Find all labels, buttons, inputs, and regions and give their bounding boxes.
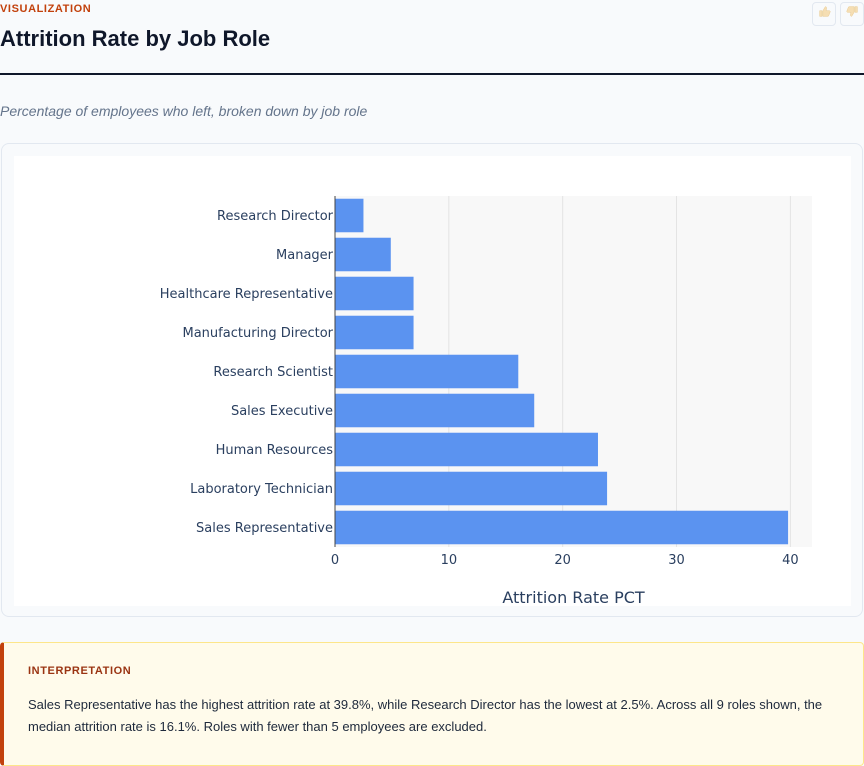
chart-area: Research Director Manager Healthcare Repre… [14,156,851,606]
bar [335,198,364,233]
category-label: Healthcare Representative [160,287,333,302]
thumbs-down-icon [846,5,859,23]
thumbs-up-icon [818,5,831,23]
x-tick-label: 30 [668,553,685,568]
interpretation-text: Sales Representative has the highest att… [28,697,823,734]
x-tick-label: 10 [441,553,458,568]
chart-card: Research Director Manager Healthcare Repre… [1,143,863,617]
x-tick-label: 0 [331,553,339,568]
category-label: Research Scientist [213,365,333,380]
bar [335,432,598,467]
category-label: Manager [276,248,334,263]
bar-chart: Research Director Manager Healthcare Repre… [160,196,812,606]
bar [335,510,789,545]
bar [335,276,414,311]
bar [335,393,535,428]
thumbs-down-button[interactable] [840,2,864,26]
feedback-controls [812,2,864,26]
category-label: Manufacturing Director [183,326,334,341]
bar [335,471,608,506]
bar [335,237,391,272]
page-title: Attrition Rate by Job Role [0,26,271,51]
category-label: Laboratory Technician [190,482,333,497]
header-divider [0,73,864,75]
category-label: Research Director [217,209,334,224]
bar [335,315,414,350]
interpretation-panel: INTERPRETATION Sales Representative has … [0,642,864,766]
chart-subtitle: Percentage of employees who left, broken… [0,103,368,119]
thumbs-up-button[interactable] [812,2,836,26]
bar [335,354,519,389]
x-tick-label: 20 [554,553,571,568]
category-label: Sales Executive [231,404,333,419]
category-label: Human Resources [216,443,334,458]
category-label: Sales Representative [196,521,333,536]
x-tick-label: 40 [782,553,799,568]
interpretation-label: INTERPRETATION [28,665,132,677]
x-axis-title: Attrition Rate PCT [502,588,645,606]
section-eyebrow: VISUALIZATION [0,3,92,15]
